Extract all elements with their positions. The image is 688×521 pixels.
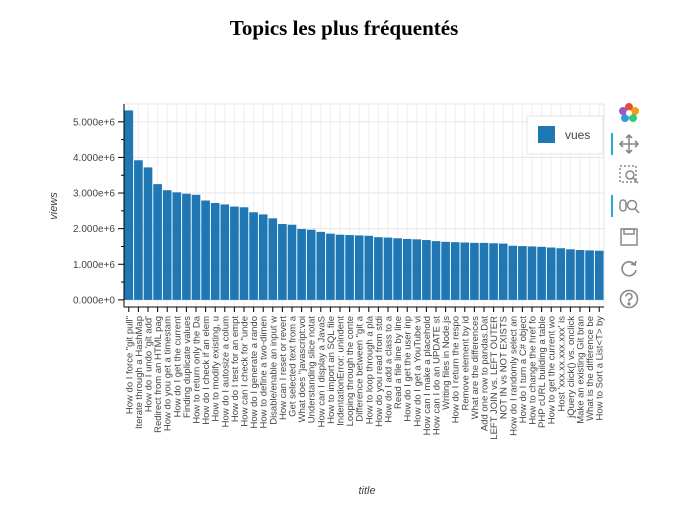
bar[interactable] — [499, 244, 508, 300]
bar[interactable] — [451, 242, 460, 300]
bar[interactable] — [153, 184, 162, 300]
y-tick-label: 3.000e+6 — [73, 189, 115, 200]
bar[interactable] — [566, 249, 575, 300]
bar[interactable] — [307, 230, 316, 300]
bar[interactable] — [412, 239, 421, 300]
x-tick-label: How to Sort a List<T> by — [595, 316, 606, 421]
reset-icon[interactable] — [616, 255, 642, 281]
legend: vues — [527, 116, 603, 154]
box-zoom-icon[interactable] — [616, 162, 642, 188]
save-icon[interactable] — [616, 224, 642, 250]
bar[interactable] — [556, 248, 565, 300]
legend-label-vues: vues — [565, 128, 590, 142]
bar[interactable] — [432, 241, 441, 300]
bar[interactable] — [297, 229, 306, 300]
bar[interactable] — [172, 192, 181, 300]
bar[interactable] — [508, 246, 517, 300]
bar[interactable] — [374, 237, 383, 300]
bar[interactable] — [470, 243, 479, 300]
bar[interactable] — [278, 224, 287, 300]
bar[interactable] — [422, 240, 431, 300]
legend-swatch — [538, 126, 555, 143]
y-tick-label: 2.000e+6 — [73, 224, 115, 235]
bar[interactable] — [144, 167, 153, 299]
bar[interactable] — [220, 204, 229, 299]
bar[interactable] — [384, 238, 393, 300]
bar[interactable] — [345, 235, 354, 300]
bar[interactable] — [134, 160, 143, 300]
bar[interactable] — [163, 190, 172, 300]
bar[interactable] — [393, 238, 402, 300]
bar[interactable] — [576, 250, 585, 300]
y-tick-label: 0.000e+0 — [73, 295, 115, 306]
bar[interactable] — [316, 232, 325, 300]
y-axis-label: views — [48, 192, 60, 220]
y-tick-label: 1.000e+6 — [73, 260, 115, 271]
bar[interactable] — [528, 246, 537, 299]
bar[interactable] — [518, 246, 527, 300]
bar[interactable] — [240, 207, 249, 300]
y-axis: 0.000e+0 1.000e+6 2.000e+6 3.000e+6 4.000e+6… — [73, 104, 124, 307]
bar[interactable] — [201, 201, 210, 300]
bar[interactable] — [268, 218, 277, 300]
bar[interactable] — [355, 235, 364, 299]
bar[interactable] — [124, 110, 133, 299]
bar[interactable] — [537, 247, 546, 300]
x-axis: How do I force "git pull"Iterate through… — [124, 307, 606, 440]
bar[interactable] — [364, 236, 373, 300]
bar[interactable] — [460, 243, 469, 300]
y-tick-label: 5.000e+6 — [73, 117, 115, 128]
bokeh-logo-icon[interactable] — [616, 100, 642, 126]
bar[interactable] — [192, 195, 201, 300]
bar[interactable] — [547, 248, 556, 300]
bar[interactable] — [595, 251, 604, 300]
bar[interactable] — [326, 234, 335, 300]
wheel-zoom-icon[interactable] — [616, 193, 642, 219]
bar[interactable] — [489, 243, 498, 300]
bar[interactable] — [211, 203, 220, 300]
x-axis-label: title — [358, 485, 375, 497]
pan-icon[interactable] — [616, 131, 642, 157]
bar[interactable] — [288, 225, 297, 300]
y-tick-label: 4.000e+6 — [73, 153, 115, 164]
bar[interactable] — [249, 212, 258, 300]
bar[interactable] — [403, 239, 412, 300]
bar[interactable] — [230, 207, 239, 300]
bar[interactable] — [182, 194, 191, 300]
help-icon[interactable] — [616, 286, 642, 312]
bar[interactable] — [585, 250, 594, 300]
bar[interactable] — [441, 242, 450, 300]
bar[interactable] — [336, 235, 345, 300]
bar[interactable] — [259, 214, 268, 299]
bar[interactable] — [480, 243, 489, 300]
